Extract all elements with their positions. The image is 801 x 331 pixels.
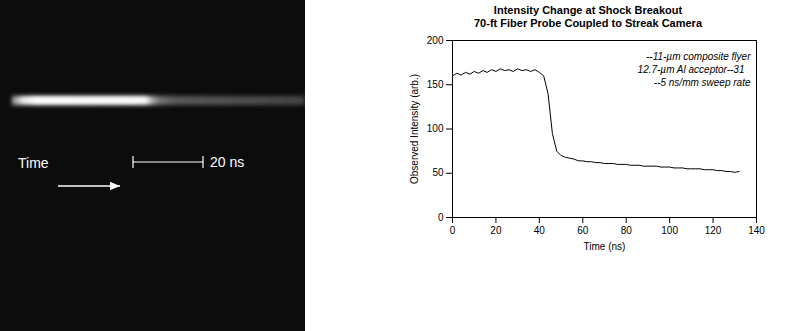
- svg-text:200: 200: [427, 35, 444, 46]
- svg-text:20 ns: 20 ns: [210, 154, 244, 170]
- svg-text:100: 100: [661, 225, 678, 236]
- svg-text:20: 20: [490, 225, 502, 236]
- svg-text:0: 0: [438, 212, 444, 223]
- svg-text:60: 60: [577, 225, 589, 236]
- svg-text:120: 120: [705, 225, 722, 236]
- svg-text:80: 80: [621, 225, 633, 236]
- svg-text:12.7-µm Al acceptor--31: 12.7-µm Al acceptor--31: [638, 64, 745, 75]
- svg-text:140: 140: [748, 225, 765, 236]
- svg-text:50: 50: [432, 167, 444, 178]
- html-text:70-ft Fiber Probe Coupled to S: 70-ft Fiber Probe Coupled to Streak Came…: [474, 17, 702, 29]
- svg-text:100: 100: [427, 123, 444, 134]
- svg-text:Time (ns): Time (ns): [584, 241, 626, 252]
- svg-text:150: 150: [427, 79, 444, 90]
- svg-text:40: 40: [534, 225, 546, 236]
- svg-text:Time: Time: [18, 155, 49, 171]
- svg-text:Observed Intensity (arb.): Observed Intensity (arb.): [409, 74, 420, 184]
- svg-text:0: 0: [450, 225, 456, 236]
- svg-text:--11-µm composite flyer: --11-µm composite flyer: [646, 51, 751, 62]
- html-text:Intensity Change at Shock Brea: Intensity Change at Shock Breakout: [493, 4, 683, 16]
- svg-text:--5 ns/mm sweep rate: --5 ns/mm sweep rate: [654, 77, 751, 88]
